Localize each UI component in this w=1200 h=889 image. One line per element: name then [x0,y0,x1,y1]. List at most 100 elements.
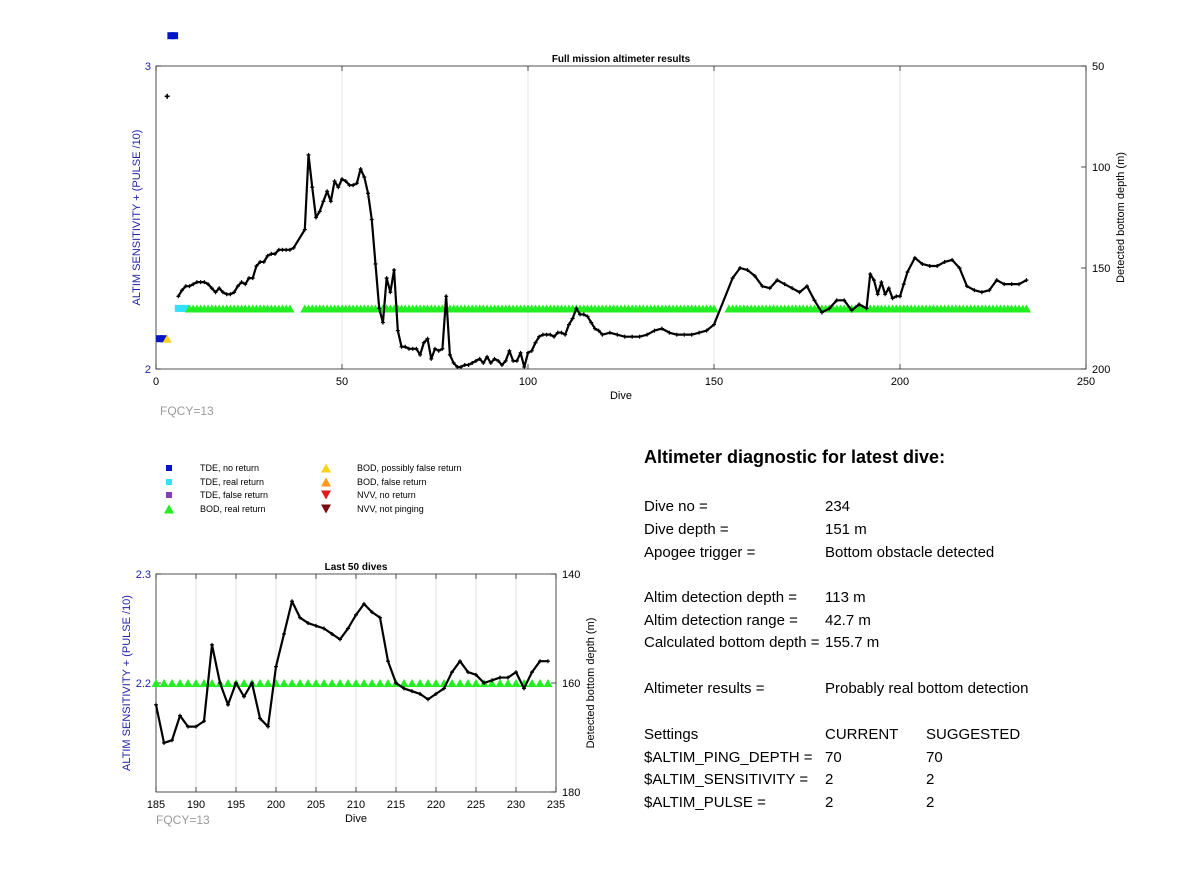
marker-bod-real-return [455,678,465,688]
marker-bod-real-return [285,304,295,313]
marker-bod-real-return [255,678,265,688]
x-tick-label: 225 [467,799,485,811]
marker-bod-real-return [375,678,385,688]
marker-bod-real-return [471,678,481,688]
marker-bod-real-return [287,678,297,688]
x-axis-label: Dive [345,813,367,825]
settings-label: $ALTIM_PULSE = [644,794,766,811]
diagnostic-value: 113 m [825,589,866,606]
marker-bod-real-return [167,678,177,688]
diagnostic-label: Calculated bottom depth = [644,634,820,651]
y-tick-label-right: 150 [1092,263,1110,275]
marker-bod-real-return [199,678,209,688]
marker-bod-real-return [431,678,441,688]
legend-label: TDE, real return [200,477,264,487]
legend-label: BOD, real return [200,504,266,514]
diagnostic-title: Altimeter diagnostic for latest dive: [644,447,946,467]
legend-label: BOD, possibly false return [357,463,462,473]
marker-bod-real-return [151,678,161,688]
marker-square [178,304,186,312]
marker-bod-real-return [175,678,185,688]
settings-current: 70 [825,749,842,766]
settings-suggested: 2 [926,794,935,811]
marker-bod-real-return [263,678,273,688]
x-tick-label: 205 [307,799,325,811]
settings-suggested: 70 [926,749,943,766]
legend-label: NVV, no return [357,490,416,500]
settings-current: 2 [825,794,834,811]
marker-bod-real-return [327,678,337,688]
marker-bod-real-return [463,678,473,688]
marker-bod-real-return [447,678,457,688]
marker-square [174,304,182,312]
diagnostic-label: Apogee trigger = [644,544,756,561]
marker-bod-real-return [279,678,289,688]
marker-bod-real-return [423,678,433,688]
x-tick-label: 200 [267,799,285,811]
plot-area [156,66,1086,369]
marker-bod-real-return [511,678,521,688]
diagnostic-label: Altimeter results = [644,680,765,697]
legend-label: TDE, false return [200,490,268,500]
marker-bod-real-return [335,678,345,688]
marker-bod-real-return [487,678,497,688]
marker-bod-real-return [207,678,217,688]
marker-bod-real-return [503,678,513,688]
legend-marker-triangle [321,463,331,473]
marker-bod-real-return [303,678,313,688]
marker-bod-real-return [399,678,409,688]
marker-bod-real-return [495,678,505,688]
chart-last-50: 185 190 195 200 205 210 215 220 225 230 235 2.2 2.3 1… [121,562,597,827]
legend-marker-triangle [321,477,331,487]
legend: TDE, no return TDE, real return TDE, false… [164,463,462,514]
y-tick-label-right: 160 [562,678,580,690]
x-tick-label: 150 [705,376,723,388]
x-tick-label: 0 [153,376,159,388]
y-tick-label-right: 180 [562,787,580,799]
marker-square [171,32,179,40]
marker-bod-real-return [159,678,169,688]
marker-bod-real-return [367,678,377,688]
x-tick-label: 50 [336,376,348,388]
chart-title: Last 50 dives [325,562,388,573]
legend-marker-square [166,479,172,485]
y-axis-label-right: Detected bottom depth (m) [1115,152,1127,283]
diagnostic-label: Altim detection range = [644,612,798,629]
diagnostic-value: Bottom obstacle detected [825,544,995,561]
marker-bod-real-return [415,678,425,688]
legend-label: BOD, false return [357,477,427,487]
x-tick-label: 210 [347,799,365,811]
marker-bod-real-return [319,678,329,688]
legend-marker-triangle [321,490,331,500]
diagnostic-label: Altim detection depth = [644,589,798,606]
axes-frame [155,65,1087,370]
diagnostic-value: 42.7 m [825,612,871,629]
diagnostic-label: Dive no = [644,498,708,515]
marker-bod-real-return [527,678,537,688]
y-tick-label-right: 200 [1092,364,1110,376]
x-axis-label: Dive [610,390,632,402]
y-axis-label-left: ALTIM SENSITIVITY + (PULSE /10) [121,595,133,771]
diagnostic-value: Probably real bottom detection [825,680,1029,697]
marker-bod-real-return [183,678,193,688]
x-tick-label: 230 [507,799,525,811]
marker-bod-real-return [709,304,719,313]
settings-label: $ALTIM_SENSITIVITY = [644,771,809,788]
diagnostic-value: 155.7 m [825,634,880,651]
settings-header-current: CURRENT [825,726,899,743]
diagnostic-value: 151 m [825,521,867,538]
marker-bod-real-return [383,678,393,688]
legend-label: TDE, no return [200,463,259,473]
y-tick-label-right: 50 [1092,61,1104,73]
marker-bod-real-return [535,678,545,688]
x-tick-label: 200 [891,376,909,388]
marker-bod-real-return [1021,304,1031,313]
diagnostic-label: Dive depth = [644,521,729,538]
x-tick-label: 220 [427,799,445,811]
marker-bod-real-return [543,678,553,688]
marker-bod-real-return [343,678,353,688]
marker-bod-real-return [407,678,417,688]
legend-marker-triangle [321,504,331,514]
marker-bod-real-return [359,678,369,688]
